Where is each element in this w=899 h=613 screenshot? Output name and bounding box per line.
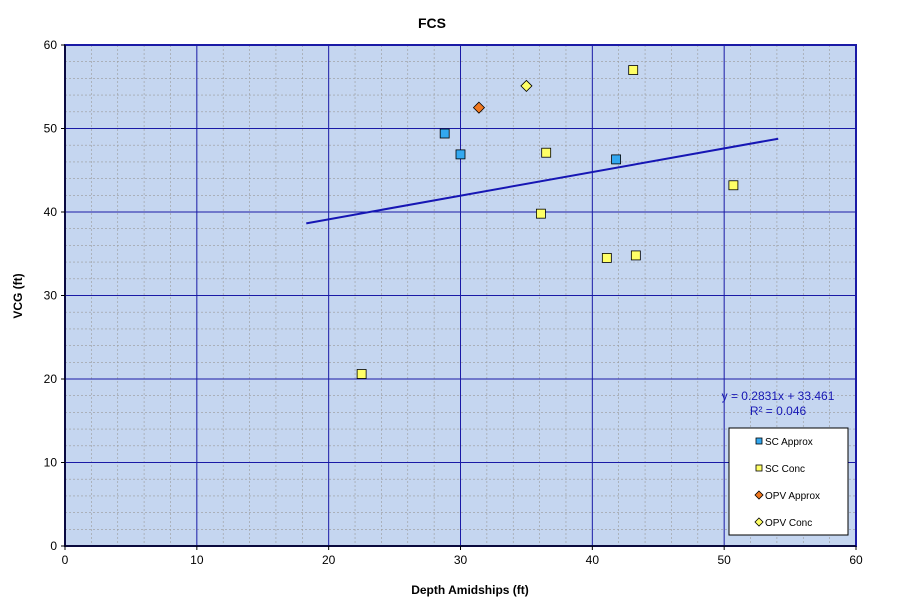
sc-conc-point xyxy=(541,147,552,158)
x-tick-label: 60 xyxy=(849,553,863,567)
y-tick-label: 40 xyxy=(44,205,58,219)
y-axis-label: VCG (ft) xyxy=(11,273,25,318)
legend-marker-opv-conc xyxy=(754,517,764,527)
x-tick-label: 0 xyxy=(62,553,69,567)
sc-conc-point xyxy=(630,250,641,261)
legend-marker-sc-conc xyxy=(755,464,763,472)
data-points xyxy=(356,65,739,379)
x-tick-label: 40 xyxy=(586,553,600,567)
y-tick-label: 10 xyxy=(44,456,58,470)
legend-label-opv-conc: OPV Conc xyxy=(765,518,812,529)
legend-label-opv-approx: OPV Approx xyxy=(765,491,820,502)
sc-approx-point xyxy=(439,128,450,139)
opv-approx-point xyxy=(472,101,486,114)
legend-marker-opv-approx xyxy=(754,490,764,500)
legend-label-sc-conc: SC Conc xyxy=(765,464,805,475)
x-tick-label: 50 xyxy=(717,553,731,567)
sc-conc-point xyxy=(728,180,739,191)
x-tick-label: 30 xyxy=(454,553,468,567)
sc-conc-point xyxy=(628,65,639,75)
sc-conc-point xyxy=(601,253,612,263)
sc-conc-point xyxy=(356,369,367,379)
y-tick-label: 20 xyxy=(44,372,58,386)
trendline xyxy=(306,137,779,225)
y-tick-label: 0 xyxy=(50,539,57,553)
trendline-layer xyxy=(306,137,779,225)
x-tick-label: 10 xyxy=(190,553,204,567)
legend-marker-sc-approx xyxy=(755,437,763,445)
x-tick-label: 20 xyxy=(322,553,336,567)
x-axis-label: Depth Amidships (ft) xyxy=(411,583,529,597)
sc-approx-point xyxy=(455,149,466,160)
sc-approx-point xyxy=(611,154,621,165)
trendline-r-squared: R² = 0.046 xyxy=(750,404,807,418)
sc-conc-point xyxy=(536,208,546,219)
tick-labels: 0 10 20 30 40 50 60 0 10 20 30 40 50 60 xyxy=(44,38,863,567)
legend-box xyxy=(728,427,849,536)
legend-label-sc-approx: SC Approx xyxy=(765,437,813,448)
y-tick-label: 60 xyxy=(44,38,58,52)
y-tick-label: 30 xyxy=(44,289,58,303)
legend: SC Approx SC Conc OPV Approx OPV Conc xyxy=(728,427,849,536)
y-tick-label: 50 xyxy=(44,122,58,136)
opv-conc-point xyxy=(520,79,533,92)
chart-title: FCS xyxy=(418,15,446,31)
trendline-equation: y = 0.2831x + 33.461 xyxy=(722,389,835,403)
